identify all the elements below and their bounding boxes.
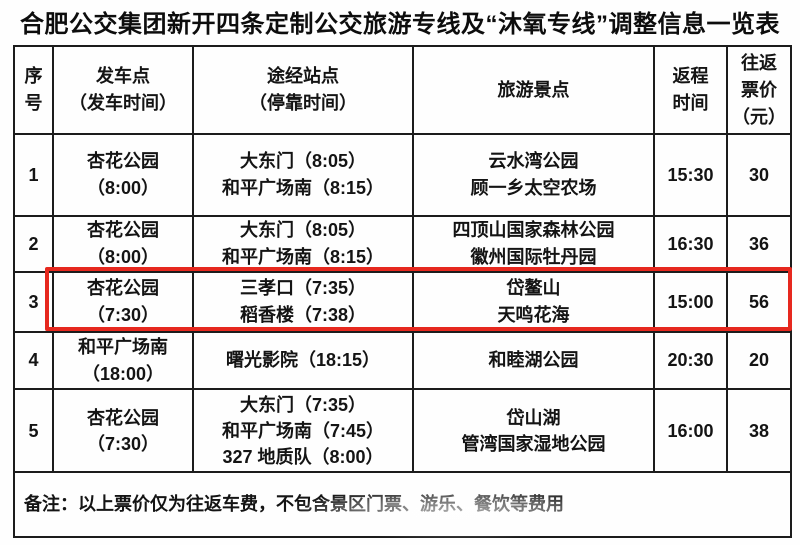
table-row-2: 2 杏花公园 （8:00） 大东门（8:05） 和平广场南（8:15） 四顶山国… xyxy=(13,215,792,273)
cell-line: 327 地质队（8:00） xyxy=(222,446,384,467)
cell-departure: 杏花公园 （7:30） xyxy=(52,388,194,473)
cell-line: 岱山湖 xyxy=(506,407,561,428)
cell-seq: 3 xyxy=(13,271,54,333)
cell-line: 杏花公园 xyxy=(87,407,159,428)
cell-fare: 30 xyxy=(726,133,792,217)
cell-spots: 岱鳌山 天鸣花海 xyxy=(412,271,655,333)
cell-spots: 岱山湖 管湾国家湿地公园 xyxy=(412,388,655,473)
cell-spots: 和睦湖公园 xyxy=(412,331,655,390)
cell-fare: 36 xyxy=(726,215,792,273)
col-header-fare: 往返 票价 （元） xyxy=(726,45,792,135)
col-header-seq: 序 号 xyxy=(13,45,54,135)
header-line: 返程 xyxy=(672,66,709,86)
cell-line: 三孝口（7:35） xyxy=(239,278,367,298)
col-header-spots: 旅游景点 xyxy=(412,45,655,135)
cell-stops: 大东门（8:05） 和平广场南（8:15） xyxy=(192,215,414,273)
cell-line: 徽州国际牡丹园 xyxy=(470,247,597,267)
cell-line: 和平广场南（8:15） xyxy=(221,247,385,267)
note-row: 备注：以上票价仅为往返车费，不包含景区门票、游乐、餐饮等费用 xyxy=(13,471,792,538)
cell-line: 大东门（7:35） xyxy=(239,394,367,415)
cell-line: （7:30） xyxy=(86,305,160,325)
header-row: 序 号 发车点 （发车时间） 途经站点 （停靠时间） 旅游景点 xyxy=(13,45,792,135)
cell-line: 稻香楼（7:38） xyxy=(239,305,367,325)
table-row-1: 1 杏花公园 （8:00） 大东门（8:05） 和平广场南（8:15） 云水湾公… xyxy=(13,133,792,217)
cell-line: 岱鳌山 xyxy=(506,278,561,298)
cell-departure: 杏花公园 （8:00） xyxy=(52,133,194,217)
cell-stops: 曙光影院（18:15） xyxy=(192,331,414,390)
cell-line: （7:30） xyxy=(86,433,160,454)
cell-return-time: 16:00 xyxy=(653,388,728,473)
cell-spots: 云水湾公园 顾一乡太空农场 xyxy=(412,133,655,217)
cell-spots: 四顶山国家森林公园 徽州国际牡丹园 xyxy=(412,215,655,273)
cell-return-time: 15:30 xyxy=(653,133,728,217)
cell-line: 云水湾公园 xyxy=(488,151,579,171)
cell-line: 天鸣花海 xyxy=(497,305,570,325)
cell-departure: 杏花公园 （7:30） xyxy=(52,271,194,333)
col-header-return-time: 返程 时间 xyxy=(653,45,728,135)
cell-seq: 2 xyxy=(13,215,54,273)
note-text: 备注：以上票价仅为往返车费，不包含景区门票、游乐、餐饮等费用 xyxy=(13,471,792,538)
cell-departure: 杏花公园 （8:00） xyxy=(52,215,194,273)
cell-seq: 5 xyxy=(13,388,54,473)
header-line: 号 xyxy=(24,93,43,113)
cell-return-time: 15:00 xyxy=(653,271,728,333)
header-line: （元） xyxy=(732,106,786,127)
cell-stops: 大东门（8:05） 和平广场南（8:15） xyxy=(192,133,414,217)
header-line: 序 xyxy=(24,66,43,86)
bus-routes-table: 序 号 发车点 （发车时间） 途经站点 （停靠时间） 旅游景点 xyxy=(13,45,792,538)
table-row-4: 4 和平广场南 （18:00） 曙光影院（18:15） 和睦湖公园 20:30 … xyxy=(13,331,792,390)
table-row-3-highlighted: 3 杏花公园 （7:30） 三孝口（7:35） 稻香楼（7:38） 岱鳌山 天鸣… xyxy=(13,271,792,333)
cell-line: 大东门（8:05） xyxy=(239,220,367,240)
header-line: 途经站点 xyxy=(267,66,339,86)
cell-seq: 1 xyxy=(13,133,54,217)
cell-line: （18:00） xyxy=(81,363,165,384)
cell-line: 和平广场南（7:45） xyxy=(221,420,385,441)
header-line: 往返 xyxy=(741,52,777,73)
cell-line: 杏花公园 xyxy=(87,220,159,240)
cell-line: （8:00） xyxy=(86,247,160,267)
col-header-departure: 发车点 （发车时间） xyxy=(52,45,194,135)
cell-line: 曙光影院（18:15） xyxy=(225,350,381,370)
cell-line: 四顶山国家森林公园 xyxy=(452,220,615,240)
cell-departure: 和平广场南 （18:00） xyxy=(52,331,194,390)
bus-routes-table-wrap: 序 号 发车点 （发车时间） 途经站点 （停靠时间） 旅游景点 xyxy=(13,45,792,538)
cell-line: 管湾国家湿地公园 xyxy=(461,433,606,454)
cell-line: 杏花公园 xyxy=(87,151,159,171)
header-line: （停靠时间） xyxy=(249,93,357,113)
cell-line: （8:00） xyxy=(86,178,160,198)
cell-fare: 56 xyxy=(726,271,792,333)
cell-return-time: 16:30 xyxy=(653,215,728,273)
cell-stops: 三孝口（7:35） 稻香楼（7:38） xyxy=(192,271,414,333)
col-header-stops: 途经站点 （停靠时间） xyxy=(192,45,414,135)
cell-line: 大东门（8:05） xyxy=(239,151,367,171)
header-line: 票价 xyxy=(741,79,777,100)
cell-line: 杏花公园 xyxy=(87,278,159,298)
cell-stops: 大东门（7:35） 和平广场南（7:45） 327 地质队（8:00） xyxy=(192,388,414,473)
header-line: 旅游景点 xyxy=(497,79,570,100)
table-row-5: 5 杏花公园 （7:30） 大东门（7:35） 和平广场南（7:45） 327 … xyxy=(13,388,792,473)
cell-fare: 20 xyxy=(726,331,792,390)
cell-seq: 4 xyxy=(13,331,54,390)
cell-line: 和平广场南 xyxy=(78,336,168,357)
cell-line: 和睦湖公园 xyxy=(488,350,579,370)
cell-return-time: 20:30 xyxy=(653,331,728,390)
header-line: （发车时间） xyxy=(69,93,177,113)
cell-fare: 38 xyxy=(726,388,792,473)
cell-line: 顾一乡太空农场 xyxy=(470,178,597,198)
header-line: 时间 xyxy=(672,93,709,113)
page-title: 合肥公交集团新开四条定制公交旅游专线及“沐氧专线”调整信息一览表 xyxy=(20,11,780,38)
header-line: 发车点 xyxy=(96,66,150,86)
cell-line: 和平广场南（8:15） xyxy=(221,178,385,198)
